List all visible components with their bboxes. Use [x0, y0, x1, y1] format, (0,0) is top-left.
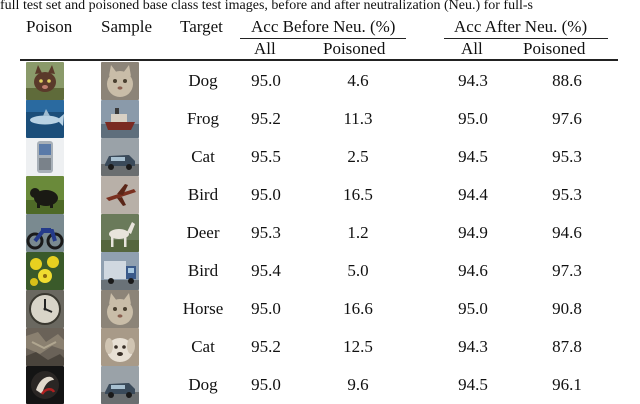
table-caption: full test set and poisoned base class te…	[0, 0, 533, 13]
truck-thumbnail	[101, 252, 139, 290]
cell-before-all: 95.0	[251, 185, 281, 204]
cell-after-all: 94.5	[458, 147, 488, 166]
logo-thumbnail	[26, 366, 64, 404]
cell-target: Cat	[191, 147, 215, 166]
after-group-rule	[444, 38, 608, 39]
cat-thumbnail	[101, 290, 139, 328]
cell-before-all: 95.0	[251, 71, 281, 90]
cell-target: Horse	[182, 299, 224, 318]
cell-before-poisoned: 16.5	[343, 185, 373, 204]
cell-target: Dog	[188, 71, 218, 90]
cell-after-poisoned: 96.1	[552, 375, 582, 394]
cell-target: Deer	[186, 223, 220, 242]
cell-after-poisoned: 95.3	[552, 147, 582, 166]
cell-after-poisoned: 90.8	[552, 299, 582, 318]
flowers-thumbnail	[26, 252, 64, 290]
header-poison: Poison	[26, 17, 73, 36]
cat-thumbnail	[101, 62, 139, 100]
horse-thumbnail	[101, 214, 139, 252]
cell-after-all: 94.5	[458, 375, 488, 394]
cell-before-all: 95.5	[251, 147, 281, 166]
cell-after-poisoned: 88.6	[552, 71, 582, 90]
ship-thumbnail	[101, 100, 139, 138]
cell-before-all: 95.3	[251, 223, 281, 242]
cell-before-poisoned: 12.5	[343, 337, 373, 356]
cell-before-poisoned: 9.6	[347, 375, 369, 394]
cell-before-poisoned: 16.6	[343, 299, 373, 318]
cell-target: Frog	[186, 109, 220, 128]
cat-face-thumbnail	[26, 62, 64, 100]
cell-target: Bird	[187, 261, 219, 280]
header-sample: Sample	[101, 17, 152, 36]
cell-target: Bird	[187, 185, 219, 204]
cell-before-poisoned: 1.2	[347, 223, 369, 242]
cell-after-poisoned: 97.6	[552, 109, 582, 128]
header-before-poisoned: Poisoned	[323, 39, 386, 58]
cell-before-all: 95.0	[251, 375, 281, 394]
cell-after-all: 94.4	[458, 185, 488, 204]
cell-target: Cat	[191, 337, 215, 356]
cell-after-all: 94.9	[458, 223, 488, 242]
before-group-rule	[240, 38, 406, 39]
dog-thumbnail	[101, 328, 139, 366]
header-acc-after: Acc After Neu. (%)	[454, 17, 588, 36]
cell-target: Dog	[188, 375, 218, 394]
cell-after-poisoned: 95.3	[552, 185, 582, 204]
cell-before-poisoned: 5.0	[347, 261, 369, 280]
airplane-thumbnail	[101, 176, 139, 214]
cell-before-poisoned: 2.5	[347, 147, 369, 166]
cell-before-all: 95.4	[251, 261, 281, 280]
bear-thumbnail	[26, 176, 64, 214]
cell-after-all: 94.3	[458, 71, 488, 90]
cell-before-all: 95.2	[251, 337, 281, 356]
cell-after-all: 95.0	[458, 109, 488, 128]
cell-after-poisoned: 97.3	[552, 261, 582, 280]
cell-after-poisoned: 94.6	[552, 223, 582, 242]
header-after-all: All	[461, 39, 483, 58]
cell-after-all: 95.0	[458, 299, 488, 318]
cell-before-poisoned: 4.6	[347, 71, 369, 90]
cell-before-all: 95.2	[251, 109, 281, 128]
cell-before-all: 95.0	[251, 299, 281, 318]
phone-thumbnail	[26, 138, 64, 176]
motorcycle-thumbnail	[26, 214, 64, 252]
header-acc-before: Acc Before Neu. (%)	[251, 17, 396, 36]
header-bottom-rule	[20, 59, 618, 61]
clock-thumbnail	[26, 290, 64, 328]
car-thumbnail	[101, 366, 139, 404]
header-after-poisoned: Poisoned	[523, 39, 586, 58]
cell-after-poisoned: 87.8	[552, 337, 582, 356]
header-before-all: All	[254, 39, 276, 58]
car-thumbnail	[101, 138, 139, 176]
texture-thumbnail	[26, 328, 64, 366]
cell-before-poisoned: 11.3	[343, 109, 373, 128]
shark-thumbnail	[26, 100, 64, 138]
cell-after-all: 94.3	[458, 337, 488, 356]
cell-after-all: 94.6	[458, 261, 488, 280]
header-target: Target	[180, 17, 223, 36]
